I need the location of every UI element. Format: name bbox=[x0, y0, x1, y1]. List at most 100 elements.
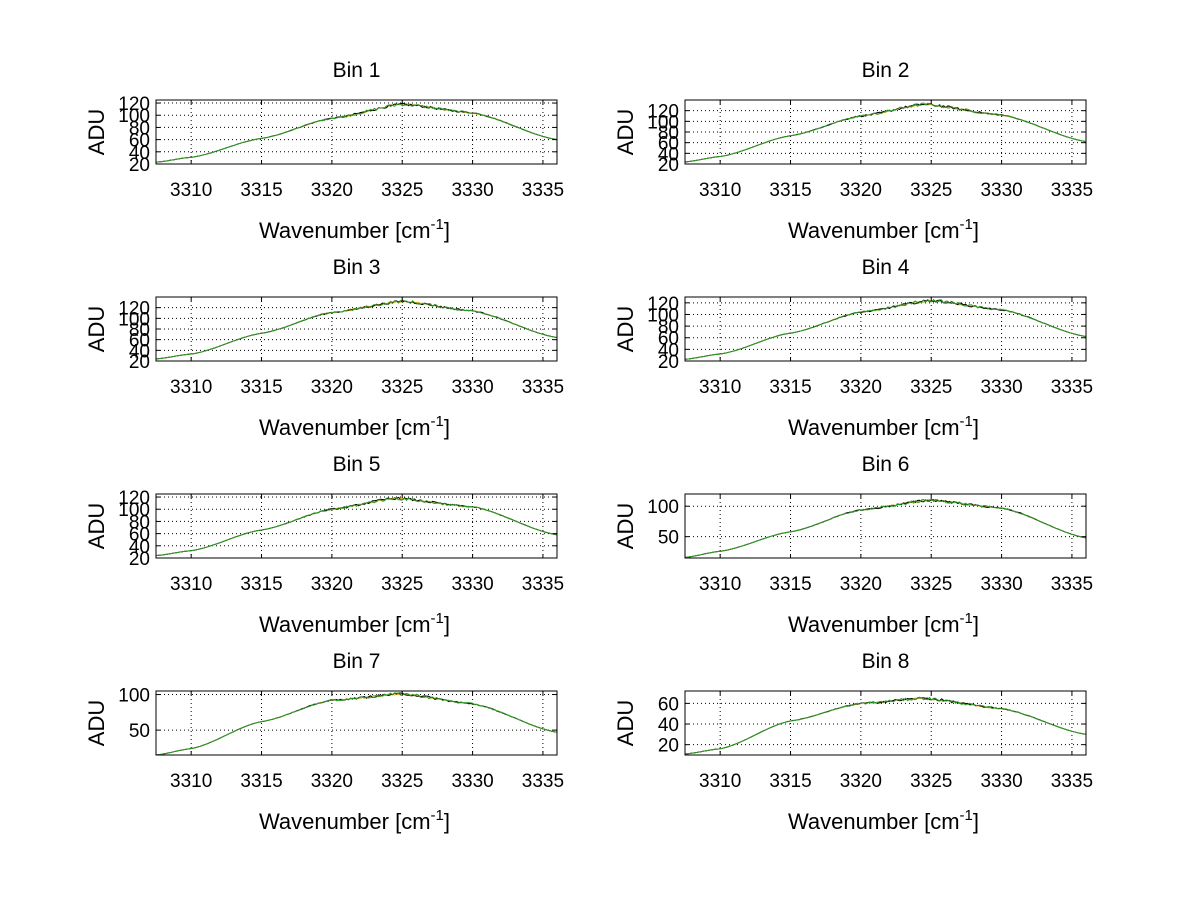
x-tick-label: 3330 bbox=[451, 574, 493, 595]
y-tick-label: 80 bbox=[658, 317, 679, 338]
subplot-4: Bin 4 3310 3315 3320 3325 3330 3335 20406080100… bbox=[613, 256, 1093, 440]
x-tick-label: 3320 bbox=[840, 377, 882, 398]
y-axis-label: ADU bbox=[613, 700, 638, 746]
y-tick-label: 100 bbox=[647, 112, 679, 133]
x-tick-label: 3320 bbox=[840, 574, 882, 595]
x-tick-label: 3315 bbox=[769, 180, 811, 201]
subplot-title: Bin 3 bbox=[333, 256, 381, 279]
x-tick-label: 3330 bbox=[451, 771, 493, 792]
series-line bbox=[684, 102, 1087, 163]
x-tick-label: 3335 bbox=[522, 574, 564, 595]
series-line bbox=[155, 692, 558, 756]
y-tick-label: 40 bbox=[129, 143, 150, 164]
y-tick-label: 50 bbox=[129, 721, 150, 742]
y-tick-label: 20 bbox=[658, 352, 679, 373]
subplot-6: Bin 6 3310 3315 3320 3325 3330 3335 50 100 ADU Wav… bbox=[613, 453, 1093, 637]
x-tick-label: 3320 bbox=[840, 180, 882, 201]
y-tick-label: 20 bbox=[129, 155, 150, 176]
subplot-title: Bin 6 bbox=[862, 453, 910, 476]
subplot-title: Bin 7 bbox=[333, 650, 381, 673]
x-tick-label: 3330 bbox=[980, 574, 1022, 595]
series-line bbox=[684, 499, 1087, 558]
x-tick-label: 3325 bbox=[381, 771, 423, 792]
y-tick-label: 80 bbox=[129, 320, 150, 341]
y-tick-label: 40 bbox=[658, 715, 679, 736]
y-tick-label: 80 bbox=[129, 512, 150, 533]
y-tick-label: 120 bbox=[647, 294, 679, 315]
y-axis-label: ADU bbox=[613, 306, 638, 352]
y-tick-label: 40 bbox=[658, 340, 679, 361]
x-tick-label: 3330 bbox=[980, 377, 1022, 398]
x-axis-label: Wavenumber [cm-1] bbox=[788, 610, 979, 637]
y-tick-label: 120 bbox=[118, 299, 150, 320]
axes-frame bbox=[684, 690, 1087, 756]
x-axis-label: Wavenumber [cm-1] bbox=[259, 807, 450, 834]
axes-frame bbox=[684, 493, 1087, 559]
series-line bbox=[684, 697, 1087, 755]
x-tick-label: 3335 bbox=[522, 771, 564, 792]
x-tick-label: 3325 bbox=[910, 771, 952, 792]
y-tick-label: 40 bbox=[129, 341, 150, 362]
x-axis-label: Wavenumber [cm-1] bbox=[259, 413, 450, 440]
subplot-3: Bin 3 3310 3315 3320 3325 3330 3335 20406080100… bbox=[84, 256, 564, 440]
subplot-title: Bin 4 bbox=[862, 256, 910, 279]
y-tick-label: 100 bbox=[118, 686, 150, 707]
y-tick-label: 60 bbox=[129, 131, 150, 152]
x-tick-label: 3325 bbox=[381, 377, 423, 398]
x-tick-label: 3315 bbox=[240, 180, 282, 201]
x-tick-label: 3310 bbox=[170, 377, 212, 398]
y-tick-label: 60 bbox=[658, 694, 679, 715]
x-tick-label: 3310 bbox=[699, 180, 741, 201]
y-tick-label: 120 bbox=[118, 488, 150, 509]
x-tick-label: 3320 bbox=[311, 377, 353, 398]
x-tick-label: 3320 bbox=[311, 771, 353, 792]
subplot-2: Bin 2 3310 3315 3320 3325 3330 3335 20406080100… bbox=[613, 59, 1093, 243]
x-axis-label: Wavenumber [cm-1] bbox=[788, 413, 979, 440]
x-tick-label: 3310 bbox=[170, 771, 212, 792]
x-tick-label: 3315 bbox=[769, 771, 811, 792]
subplot-title: Bin 1 bbox=[333, 59, 381, 82]
x-tick-label: 3320 bbox=[840, 771, 882, 792]
x-tick-label: 3310 bbox=[170, 574, 212, 595]
series-line bbox=[684, 298, 1087, 360]
x-tick-label: 3310 bbox=[699, 574, 741, 595]
x-axis-label: Wavenumber [cm-1] bbox=[788, 807, 979, 834]
y-tick-label: 100 bbox=[647, 497, 679, 518]
x-tick-label: 3335 bbox=[1051, 180, 1093, 201]
x-axis-label: Wavenumber [cm-1] bbox=[259, 610, 450, 637]
y-tick-label: 120 bbox=[118, 94, 150, 115]
y-tick-label: 40 bbox=[129, 537, 150, 558]
subplot-7: Bin 7 3310 3315 3320 3325 3330 3335 50 100 ADU Wav… bbox=[84, 650, 564, 834]
series-line bbox=[684, 499, 1087, 558]
x-tick-label: 3315 bbox=[769, 377, 811, 398]
series-line bbox=[155, 692, 558, 756]
y-axis-label: ADU bbox=[84, 109, 109, 155]
y-axis-label: ADU bbox=[613, 503, 638, 549]
x-tick-label: 3325 bbox=[910, 180, 952, 201]
x-tick-label: 3315 bbox=[769, 574, 811, 595]
y-tick-label: 60 bbox=[129, 331, 150, 352]
x-tick-label: 3335 bbox=[1051, 574, 1093, 595]
series-line bbox=[684, 697, 1087, 755]
y-tick-label: 20 bbox=[129, 549, 150, 570]
subplot-title: Bin 8 bbox=[862, 650, 910, 673]
y-axis-label: ADU bbox=[84, 503, 109, 549]
y-axis-label: ADU bbox=[84, 306, 109, 352]
axes-frame bbox=[155, 99, 558, 165]
x-tick-label: 3325 bbox=[381, 574, 423, 595]
x-tick-label: 3325 bbox=[910, 574, 952, 595]
y-tick-label: 100 bbox=[118, 309, 150, 330]
x-tick-label: 3325 bbox=[381, 180, 423, 201]
series-line bbox=[155, 102, 558, 163]
x-tick-label: 3310 bbox=[170, 180, 212, 201]
series-line bbox=[155, 299, 558, 360]
x-tick-label: 3335 bbox=[1051, 771, 1093, 792]
x-tick-label: 3325 bbox=[910, 377, 952, 398]
x-tick-label: 3320 bbox=[311, 180, 353, 201]
x-tick-label: 3335 bbox=[522, 377, 564, 398]
series-line bbox=[684, 498, 1087, 558]
y-tick-label: 60 bbox=[129, 525, 150, 546]
y-tick-label: 50 bbox=[658, 528, 679, 549]
axes-frame bbox=[684, 296, 1087, 362]
